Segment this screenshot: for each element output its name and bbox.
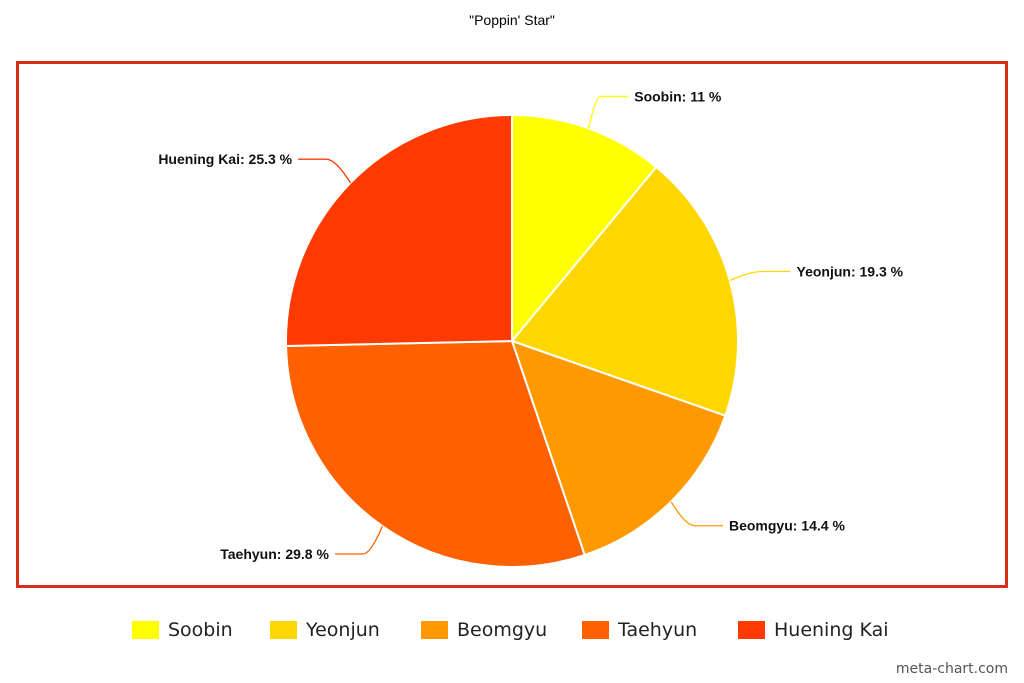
legend-swatch	[270, 621, 297, 639]
legend-swatch	[421, 621, 448, 639]
leader-line-soobin	[588, 95, 629, 129]
legend-label: Yeonjun	[306, 619, 380, 641]
leader-line-yeonjun	[729, 270, 791, 282]
legend-label: Taehyun	[618, 619, 698, 641]
legend-item-huening-kai[interactable]: Huening Kai	[738, 617, 889, 643]
legend-label: Soobin	[168, 619, 233, 641]
legend-swatch	[582, 621, 609, 639]
slice-label-yeonjun: Yeonjun: 19.3 %	[797, 263, 904, 279]
pie-slice-soobin[interactable]	[511, 113, 658, 344]
chart-title: "Poppin' Star"	[469, 12, 555, 28]
pie-slice-beomgyu[interactable]	[510, 339, 727, 557]
pie-chart: Soobin: 11 % Yeonjun: 19.3 % Beomgyu: 14.4…	[158, 88, 904, 568]
pie-slice-yeonjun[interactable]	[510, 165, 739, 417]
legend-item-soobin[interactable]: Soobin	[132, 617, 233, 643]
watermark: meta-chart.com	[895, 661, 1008, 677]
slice-label-huening-kai: Huening Kai: 25.3 %	[158, 151, 292, 167]
slice-label-soobin: Soobin: 11 %	[634, 88, 722, 104]
leader-line-taehyun	[334, 525, 384, 555]
leader-line-beomgyu	[670, 501, 723, 527]
legend: Soobin Yeonjun Beomgyu Taehyun Huening K…	[0, 617, 1024, 643]
legend-swatch	[738, 621, 765, 639]
pie-slice-huening-kai[interactable]	[285, 113, 513, 348]
slice-label-beomgyu: Beomgyu: 14.4 %	[729, 518, 845, 534]
legend-label: Beomgyu	[457, 619, 548, 641]
legend-item-taehyun[interactable]: Taehyun	[582, 617, 697, 643]
leader-line-huening-kai	[298, 158, 351, 184]
slice-label-taehyun: Taehyun: 29.8 %	[220, 546, 329, 562]
legend-item-beomgyu[interactable]: Beomgyu	[421, 617, 547, 643]
plot-frame	[16, 61, 1008, 588]
legend-swatch	[132, 621, 159, 639]
legend-item-yeonjun[interactable]: Yeonjun	[270, 617, 380, 643]
legend-label: Huening Kai	[774, 619, 889, 641]
